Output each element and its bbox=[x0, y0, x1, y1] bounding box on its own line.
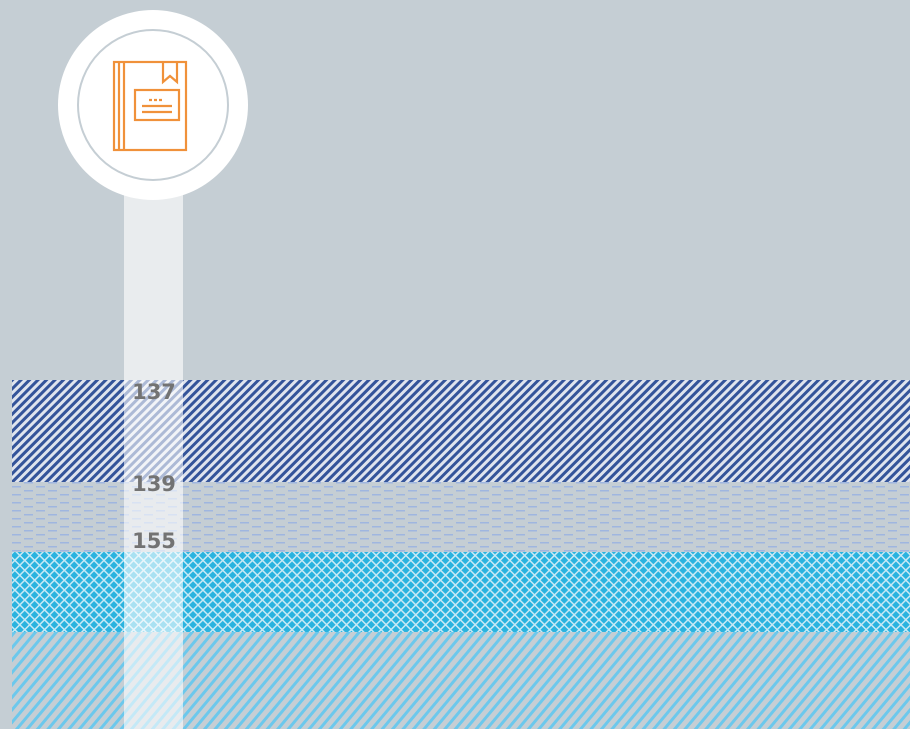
strip bbox=[124, 180, 183, 380]
label: 155 bbox=[132, 529, 176, 553]
book-icon bbox=[112, 60, 188, 152]
label: 139 bbox=[132, 472, 176, 496]
strip bbox=[124, 380, 183, 729]
icon-ring bbox=[77, 29, 229, 181]
label: 137 bbox=[132, 380, 176, 404]
